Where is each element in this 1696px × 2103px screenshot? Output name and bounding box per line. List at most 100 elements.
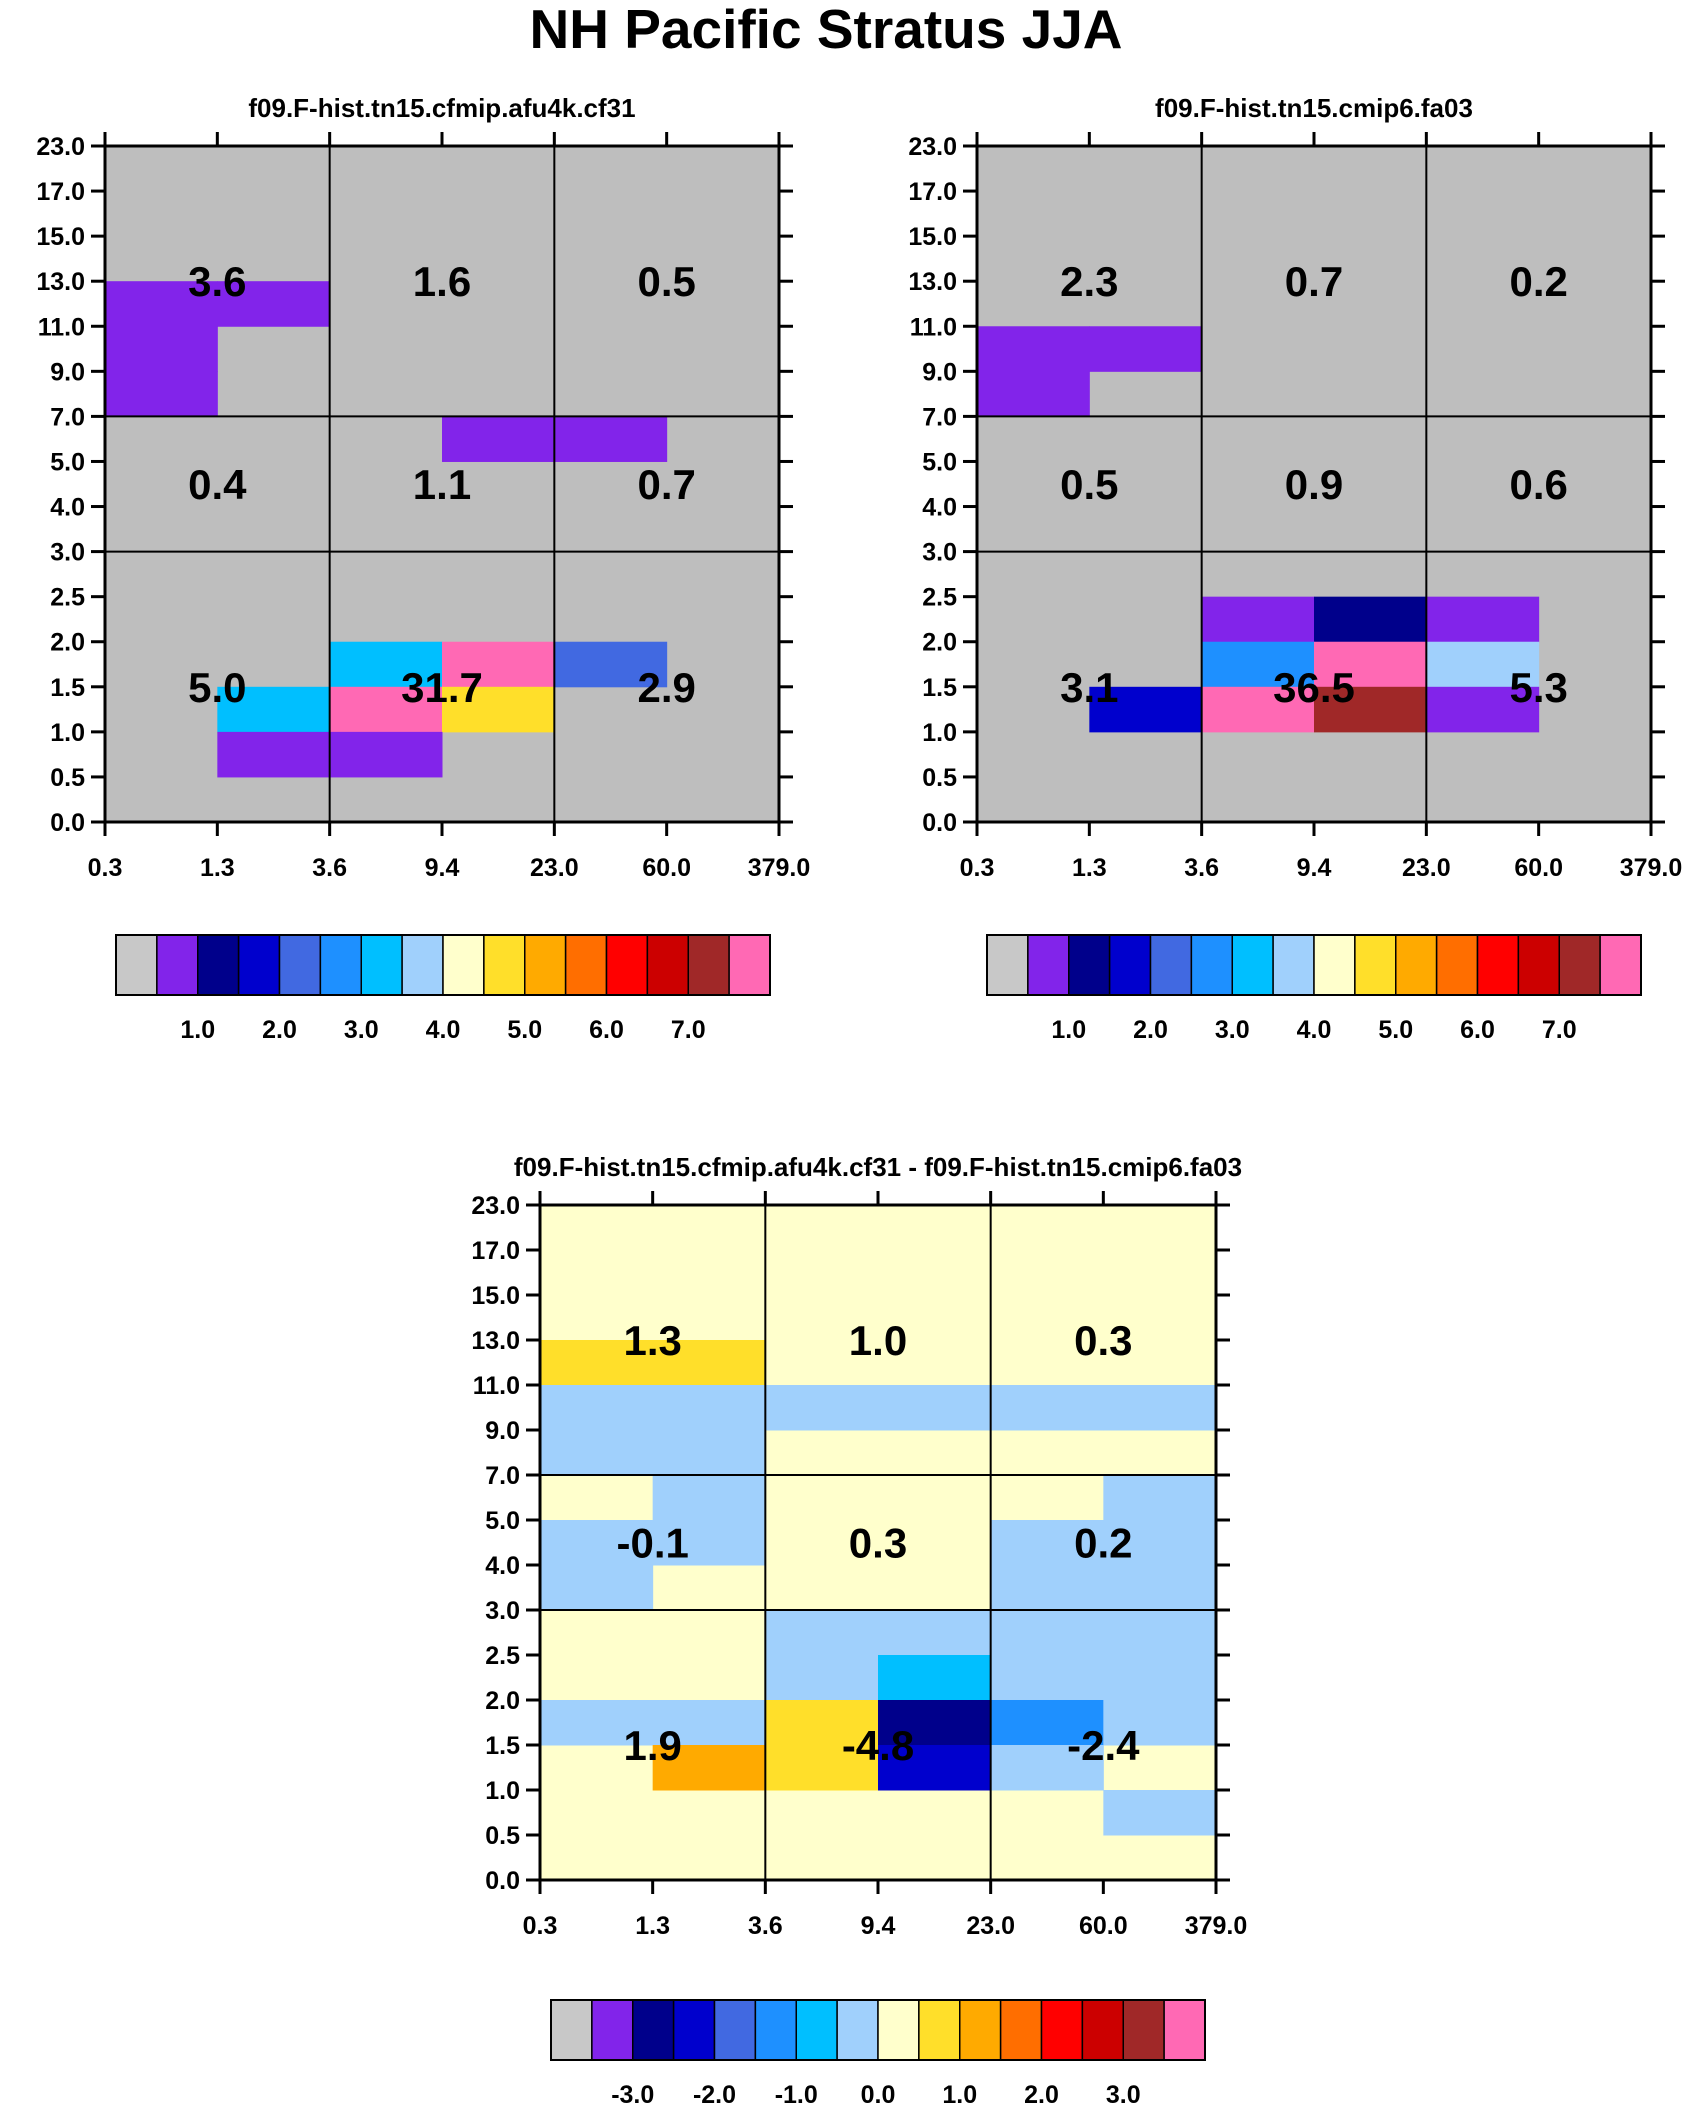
histogram-cell: [765, 1610, 879, 1656]
histogram-cell: [540, 1565, 654, 1611]
x-tick-label: 23.0: [966, 1912, 1015, 1940]
y-tick-label: 9.0: [485, 1417, 520, 1445]
cell-total-label: 0.5: [1060, 461, 1118, 508]
x-tick-label: 23.0: [530, 854, 579, 882]
y-tick-label: 7.0: [485, 1462, 520, 1490]
histogram-cell: [1201, 686, 1315, 733]
colorbar-swatch: [1027, 934, 1070, 996]
histogram-cell: [1089, 326, 1203, 372]
histogram-cell: [329, 641, 443, 688]
cell-total-label: 0.4: [188, 461, 247, 508]
y-tick-label: 0.5: [485, 1822, 520, 1850]
x-tick-label: 3.6: [312, 854, 347, 882]
x-tick-label: 9.4: [1297, 854, 1332, 882]
y-tick-label: 2.0: [50, 629, 85, 657]
histogram-cell: [652, 1520, 766, 1566]
colorbar-swatch: [1163, 1999, 1206, 2061]
cell-total-label: 1.9: [623, 1722, 681, 1769]
colorbar-label: -2.0: [693, 2081, 736, 2103]
colorbar-swatch: [795, 1999, 838, 2061]
y-tick-label: 17.0: [36, 178, 85, 206]
x-tick-label: 3.6: [1184, 854, 1219, 882]
y-tick-label: 3.0: [50, 539, 85, 567]
x-tick-label: 0.3: [960, 854, 995, 882]
y-tick-label: 11.0: [38, 313, 85, 341]
y-tick-label: 17.0: [471, 1237, 520, 1265]
x-tick-label: 1.3: [200, 854, 235, 882]
panel-title: f09.F-hist.tn15.cfmip.afu4k.cf31 - f09.F…: [514, 1152, 1242, 1182]
y-tick-label: 11.0: [473, 1372, 520, 1400]
histogram-cell: [1426, 641, 1540, 688]
colorbar-swatch: [156, 934, 199, 996]
histogram-cell: [540, 1340, 654, 1386]
y-tick-label: 11.0: [910, 313, 957, 341]
y-tick-label: 15.0: [908, 223, 957, 251]
colorbar-swatch: [1435, 934, 1479, 996]
x-tick-label: 379.0: [748, 854, 811, 882]
y-tick-label: 3.0: [922, 539, 957, 567]
colorbar-swatch: [115, 934, 158, 996]
histogram-cell: [990, 1745, 1104, 1791]
histogram-cell: [540, 1520, 654, 1566]
x-tick-label: 23.0: [1402, 854, 1451, 882]
colorbar-label: 0.0: [861, 2081, 896, 2103]
cell-total-label: 0.5: [637, 258, 695, 305]
x-tick-label: 9.4: [861, 1912, 896, 1940]
colorbar-swatch: [918, 1999, 961, 2061]
histogram-cell: [990, 1520, 1104, 1566]
colorbar-frame: [550, 1999, 1206, 2061]
colorbar-swatch: [1108, 934, 1152, 996]
colorbar-frame: [986, 934, 1642, 996]
y-tick-label: 2.5: [50, 584, 85, 612]
cell-total-label: -0.1: [616, 1520, 688, 1567]
colorbar-swatch: [278, 934, 322, 996]
x-tick-label: 0.3: [523, 1912, 558, 1940]
histogram-cell: [977, 371, 1090, 417]
colorbar-swatch: [1149, 934, 1193, 996]
histogram-cell: [990, 1565, 1104, 1611]
cell-total-label: 0.9: [1285, 461, 1343, 508]
histogram-cell: [540, 1385, 654, 1431]
colorbar-label: 4.0: [426, 1016, 461, 1044]
colorbar-swatch: [836, 1999, 879, 2061]
y-tick-label: 4.0: [922, 494, 957, 522]
cell-total-label: 0.2: [1074, 1520, 1132, 1567]
y-tick-label: 3.0: [485, 1597, 520, 1625]
histogram-cell: [1103, 1475, 1217, 1521]
y-tick-label: 5.0: [485, 1507, 520, 1535]
colorbar-swatch: [483, 934, 526, 996]
x-tick-label: 60.0: [1514, 854, 1563, 882]
colorbar-swatch: [319, 934, 362, 996]
colorbar-swatch: [1272, 934, 1315, 996]
colorbar-swatch: [1231, 934, 1274, 996]
y-tick-label: 2.5: [485, 1642, 520, 1670]
cell-total-label: 31.7: [401, 664, 483, 711]
colorbar: -3.0 -2.0 -1.0 0.0 1.0 2.0 3.0: [550, 1999, 1206, 2103]
cell-total-label: 5.0: [188, 664, 246, 711]
colorbar-swatch: [1190, 934, 1233, 996]
colorbar-swatch: [360, 934, 403, 996]
colorbar-swatch: [1476, 934, 1520, 996]
panel-3: f09.F-hist.tn15.cfmip.afu4k.cf31 - f09.F…: [471, 1152, 1247, 2103]
colorbar-frame: [115, 934, 771, 996]
colorbar-swatch: [1558, 934, 1601, 996]
y-tick-label: 1.0: [50, 719, 85, 747]
y-tick-label: 15.0: [471, 1282, 520, 1310]
colorbar-swatch: [646, 934, 689, 996]
histogram-cell: [765, 1385, 879, 1431]
colorbar-swatch: [959, 1999, 1002, 2061]
histogram-cell: [1103, 1790, 1217, 1836]
x-tick-label: 379.0: [1620, 854, 1683, 882]
histogram-cell: [105, 371, 218, 417]
colorbar-label: 7.0: [671, 1016, 706, 1044]
y-tick-label: 2.0: [922, 629, 957, 657]
histogram-cell: [1426, 686, 1540, 733]
y-tick-label: 4.0: [485, 1552, 520, 1580]
y-tick-label: 13.0: [471, 1327, 520, 1355]
y-tick-label: 0.5: [50, 764, 85, 792]
colorbar-swatch: [1313, 934, 1356, 996]
x-tick-label: 3.6: [748, 1912, 783, 1940]
colorbar-label: 2.0: [1133, 1016, 1168, 1044]
cell-total-label: 5.3: [1509, 664, 1567, 711]
